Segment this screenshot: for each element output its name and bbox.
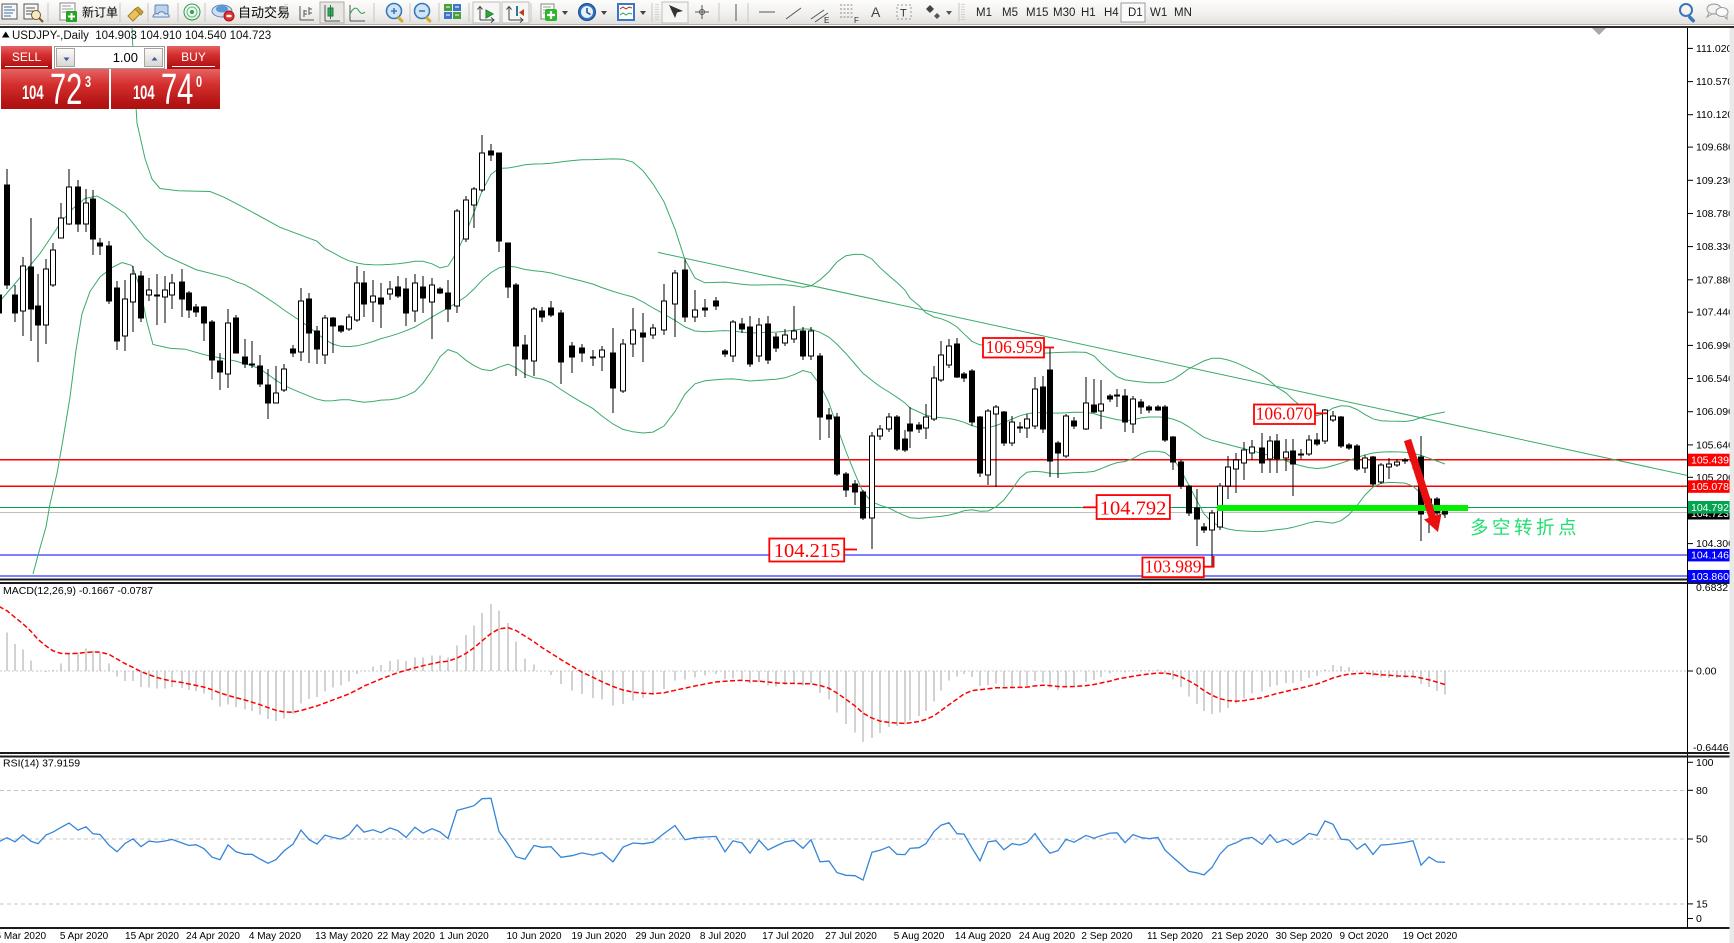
svg-text:MACD(12,26,9) -0.1667 -0.0787: MACD(12,26,9) -0.1667 -0.0787 — [3, 585, 153, 597]
svg-text:D1: D1 — [1128, 7, 1143, 19]
svg-text:106.090: 106.090 — [1696, 406, 1734, 418]
svg-text:22 May 2020: 22 May 2020 — [377, 931, 435, 942]
svg-text:105.640: 105.640 — [1696, 439, 1734, 451]
svg-text:107.440: 107.440 — [1696, 307, 1734, 319]
svg-text:H1: H1 — [1081, 7, 1096, 19]
svg-text:USDJPY-,Daily 104.903 104.910: USDJPY-,Daily 104.903 104.910 104.540 10… — [12, 30, 271, 42]
svg-text:M5: M5 — [1002, 7, 1018, 19]
svg-text:80: 80 — [1696, 785, 1708, 797]
svg-text:M15: M15 — [1026, 7, 1048, 19]
svg-text:106.070: 106.070 — [1256, 404, 1313, 424]
svg-text:-0.6446: -0.6446 — [1693, 742, 1729, 754]
svg-text:5 Apr 2020: 5 Apr 2020 — [60, 931, 109, 942]
svg-text:30 Sep 2020: 30 Sep 2020 — [1276, 931, 1333, 942]
svg-text:105.439: 105.439 — [1691, 455, 1729, 467]
svg-text:M30: M30 — [1053, 7, 1075, 19]
svg-text:9 Oct 2020: 9 Oct 2020 — [1340, 931, 1389, 942]
svg-text:5 Aug 2020: 5 Aug 2020 — [894, 931, 945, 942]
svg-text:H4: H4 — [1104, 7, 1119, 19]
svg-text:108.780: 108.780 — [1696, 208, 1734, 220]
svg-text:19 Oct 2020: 19 Oct 2020 — [1403, 931, 1458, 942]
svg-text:103.989: 103.989 — [1145, 557, 1202, 577]
svg-text:1 Jun 2020: 1 Jun 2020 — [439, 931, 489, 942]
svg-text:E: E — [824, 16, 829, 25]
svg-text:106.959: 106.959 — [986, 337, 1043, 357]
svg-text:104.215: 104.215 — [774, 540, 841, 562]
svg-text:105.078: 105.078 — [1691, 481, 1729, 493]
svg-text:M1: M1 — [976, 7, 992, 19]
svg-text:W1: W1 — [1150, 7, 1167, 19]
svg-text:109.680: 109.680 — [1696, 142, 1734, 154]
svg-text:106.990: 106.990 — [1696, 340, 1734, 352]
svg-text:T: T — [900, 8, 907, 20]
svg-text:104.146: 104.146 — [1691, 550, 1729, 562]
svg-text:MN: MN — [1174, 7, 1192, 19]
svg-text:4 May 2020: 4 May 2020 — [249, 931, 302, 942]
svg-text:26 Mar 2020: 26 Mar 2020 — [0, 931, 47, 942]
svg-text:104.792: 104.792 — [1691, 502, 1729, 514]
svg-text:110.570: 110.570 — [1696, 76, 1733, 88]
svg-text:107.880: 107.880 — [1696, 274, 1734, 286]
svg-text:15: 15 — [1696, 898, 1708, 910]
svg-text:17 Jul 2020: 17 Jul 2020 — [762, 931, 814, 942]
svg-text:24 Apr 2020: 24 Apr 2020 — [186, 931, 240, 942]
svg-text:24 Aug 2020: 24 Aug 2020 — [1019, 931, 1076, 942]
svg-text:27 Jul 2020: 27 Jul 2020 — [825, 931, 877, 942]
svg-text:0.00: 0.00 — [1696, 666, 1717, 678]
svg-text:13 May 2020: 13 May 2020 — [315, 931, 373, 942]
svg-text:50: 50 — [1696, 834, 1708, 846]
svg-text:109.230: 109.230 — [1696, 175, 1734, 187]
svg-text:29 Jun 2020: 29 Jun 2020 — [635, 931, 690, 942]
svg-text:11 Sep 2020: 11 Sep 2020 — [1147, 931, 1203, 942]
svg-text:0.6832: 0.6832 — [1696, 582, 1728, 594]
svg-text:100: 100 — [1696, 757, 1714, 769]
svg-text:104.300: 104.300 — [1696, 538, 1734, 550]
svg-text:103.860: 103.860 — [1691, 571, 1729, 583]
svg-text:108.330: 108.330 — [1696, 241, 1734, 253]
svg-text:RSI(14) 37.9159: RSI(14) 37.9159 — [3, 758, 80, 770]
svg-text:自动交易: 自动交易 — [238, 5, 290, 20]
svg-text:10 Jun 2020: 10 Jun 2020 — [506, 931, 561, 942]
svg-text:F: F — [854, 16, 859, 25]
svg-text:110.120: 110.120 — [1696, 109, 1733, 121]
svg-text:15 Apr 2020: 15 Apr 2020 — [125, 931, 179, 942]
svg-text:104.792: 104.792 — [1100, 498, 1167, 520]
svg-text:新订单: 新订单 — [82, 5, 118, 20]
svg-text:19 Jun 2020: 19 Jun 2020 — [571, 931, 626, 942]
svg-text:106.540: 106.540 — [1696, 373, 1734, 385]
svg-text:8 Jul 2020: 8 Jul 2020 — [700, 931, 747, 942]
svg-text:0: 0 — [1696, 913, 1702, 925]
svg-text:A: A — [871, 4, 881, 20]
svg-text:多空转折点: 多空转折点 — [1470, 517, 1580, 538]
svg-text:111.020: 111.020 — [1696, 43, 1733, 55]
svg-text:2 Sep 2020: 2 Sep 2020 — [1081, 931, 1133, 942]
svg-text:14 Aug 2020: 14 Aug 2020 — [955, 931, 1012, 942]
svg-text:21 Sep 2020: 21 Sep 2020 — [1212, 931, 1269, 942]
